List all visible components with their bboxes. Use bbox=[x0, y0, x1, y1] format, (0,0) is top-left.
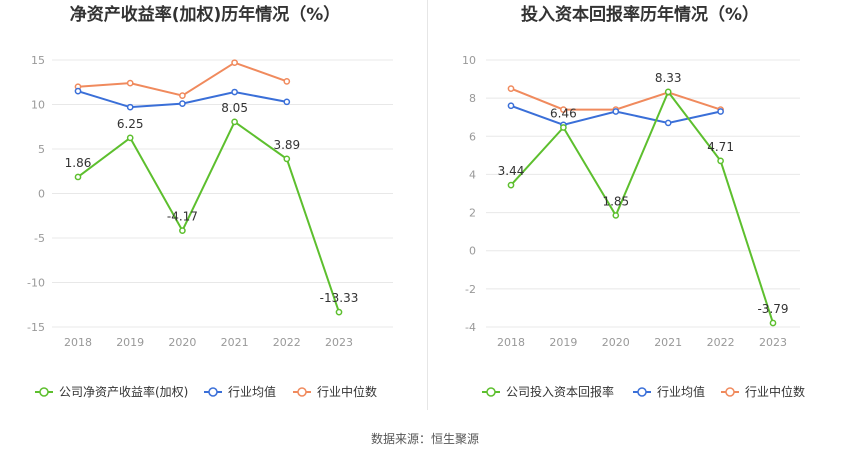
data-point bbox=[507, 85, 515, 92]
data-point bbox=[74, 87, 82, 95]
data-label: -3.79 bbox=[757, 302, 788, 316]
data-point bbox=[507, 181, 515, 189]
data-label: 6.46 bbox=[550, 107, 577, 121]
series-line-0 bbox=[510, 89, 774, 324]
x-tick-label: 2023 bbox=[325, 336, 353, 349]
y-tick-label: 2 bbox=[469, 207, 476, 220]
legend-swatch-marker bbox=[208, 387, 218, 397]
y-tick-label: 6 bbox=[469, 130, 476, 143]
data-point bbox=[769, 319, 777, 327]
data-label: 1.85 bbox=[602, 194, 629, 208]
data-point bbox=[717, 157, 724, 165]
y-tick-label: -10 bbox=[27, 277, 45, 290]
chart-title-2: 投入资本回报率历年情况（%） bbox=[521, 4, 759, 25]
data-point bbox=[74, 173, 82, 181]
data-label: -13.33 bbox=[320, 291, 359, 305]
data-point bbox=[664, 119, 672, 127]
legend-swatch-marker bbox=[725, 387, 735, 397]
y-tick-label: 0 bbox=[38, 188, 45, 201]
x-tick-label: 2022 bbox=[707, 336, 735, 349]
data-label: 8.05 bbox=[221, 101, 248, 115]
x-tick-label: 2019 bbox=[116, 336, 144, 349]
data-point bbox=[560, 124, 567, 131]
data-label: -4.17 bbox=[167, 210, 198, 224]
chart-title-1: 净资产收益率(加权)历年情况（%） bbox=[70, 4, 341, 25]
series-line-2 bbox=[77, 61, 288, 97]
data-point bbox=[717, 108, 724, 115]
y-tick-label: 8 bbox=[469, 92, 476, 105]
data-point bbox=[179, 92, 186, 99]
x-tick-label: 2021 bbox=[654, 336, 682, 349]
data-label: 8.33 bbox=[655, 71, 682, 85]
legend-label: 公司净资产收益率(加权) bbox=[59, 384, 188, 399]
data-point bbox=[283, 155, 291, 163]
legend-label: 行业中位数 bbox=[745, 384, 805, 399]
data-point bbox=[560, 106, 567, 113]
data-point bbox=[283, 98, 291, 106]
x-tick-label: 2021 bbox=[221, 336, 249, 349]
legend-swatch-marker bbox=[637, 387, 647, 397]
legend-swatch-marker bbox=[297, 387, 307, 397]
data-point bbox=[179, 227, 186, 234]
data-point bbox=[507, 102, 515, 110]
x-tick-label: 2020 bbox=[168, 336, 196, 349]
x-tick-label: 2020 bbox=[602, 336, 630, 349]
x-tick-label: 2018 bbox=[497, 336, 525, 349]
series-line-0 bbox=[77, 120, 340, 313]
data-label: 6.25 bbox=[117, 117, 144, 131]
data-label: 4.71 bbox=[707, 140, 734, 154]
x-tick-label: 2019 bbox=[549, 336, 577, 349]
y-tick-label: 10 bbox=[31, 99, 45, 112]
data-point bbox=[231, 118, 238, 126]
data-point bbox=[179, 100, 186, 107]
y-tick-label: -5 bbox=[34, 232, 45, 245]
data-label: 1.86 bbox=[65, 156, 92, 170]
x-tick-label: 2018 bbox=[64, 336, 92, 349]
data-point bbox=[664, 88, 672, 96]
legend-label: 行业均值 bbox=[228, 384, 276, 399]
y-tick-label: 0 bbox=[469, 245, 476, 258]
data-point bbox=[283, 78, 291, 85]
legend-swatch-marker bbox=[39, 387, 49, 397]
y-tick-label: -4 bbox=[465, 321, 476, 334]
data-label: 3.89 bbox=[273, 138, 300, 152]
y-tick-label: 15 bbox=[31, 54, 45, 67]
legend-swatch-marker bbox=[486, 387, 496, 397]
x-tick-label: 2023 bbox=[759, 336, 787, 349]
data-point bbox=[231, 59, 238, 67]
data-point bbox=[126, 103, 134, 111]
data-point bbox=[126, 134, 134, 142]
data-point bbox=[612, 212, 620, 219]
data-point bbox=[612, 108, 620, 115]
data-point bbox=[126, 79, 134, 87]
x-tick-label: 2022 bbox=[273, 336, 301, 349]
legend-label: 行业均值 bbox=[657, 384, 705, 399]
data-point bbox=[335, 308, 343, 316]
data-point bbox=[231, 88, 238, 96]
y-tick-label: -15 bbox=[27, 321, 45, 334]
data-label: 3.44 bbox=[498, 164, 525, 178]
y-tick-label: 10 bbox=[462, 54, 476, 67]
data-source-note: 数据来源：恒生聚源 bbox=[370, 432, 479, 446]
y-tick-label: 4 bbox=[469, 168, 476, 181]
y-tick-label: 5 bbox=[38, 143, 45, 156]
y-tick-label: -2 bbox=[465, 283, 476, 296]
legend-label: 公司投入资本回报率 bbox=[506, 384, 614, 399]
legend-label: 行业中位数 bbox=[317, 384, 377, 399]
panel-divider bbox=[427, 0, 428, 410]
